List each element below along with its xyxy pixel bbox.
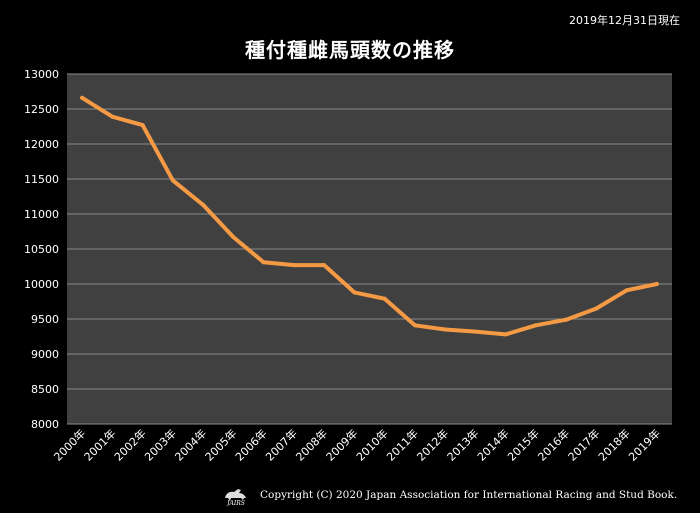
x-tick-label: 2003年 bbox=[142, 426, 179, 463]
data-point bbox=[322, 263, 327, 268]
svg-text:JAIRS: JAIRS bbox=[225, 500, 245, 506]
data-point bbox=[382, 296, 387, 301]
data-point bbox=[110, 114, 115, 119]
x-tick-label: 2017年 bbox=[565, 426, 602, 463]
data-point bbox=[503, 332, 508, 337]
y-tick-label: 13000 bbox=[24, 68, 59, 81]
y-tick-label: 10500 bbox=[24, 243, 59, 256]
y-tick-label: 12000 bbox=[24, 138, 59, 151]
y-tick-label: 11000 bbox=[24, 208, 59, 221]
data-point bbox=[80, 95, 85, 100]
footer: JAIRS Copyright (C) 2020 Japan Associati… bbox=[220, 484, 678, 507]
x-tick-label: 2002年 bbox=[111, 426, 148, 463]
x-tick-label: 2013年 bbox=[444, 426, 481, 463]
data-point bbox=[352, 290, 357, 295]
x-tick-label: 2015年 bbox=[505, 426, 542, 463]
data-point bbox=[291, 263, 296, 268]
y-tick-label: 9000 bbox=[31, 348, 59, 361]
x-axis-labels: 2000年2001年2002年2003年2004年2005年2006年2007年… bbox=[51, 426, 663, 463]
y-axis-labels: 8000 8500 9000 9500 10000 10500 11000 11500 1200… bbox=[24, 68, 59, 431]
x-tick-label: 2012年 bbox=[414, 426, 451, 463]
x-tick-label: 2005年 bbox=[202, 426, 239, 463]
y-tick-label: 8000 bbox=[31, 418, 59, 431]
data-point bbox=[624, 288, 629, 293]
data-point bbox=[170, 178, 175, 183]
data-point bbox=[140, 123, 145, 128]
x-tick-label: 2000年 bbox=[51, 426, 88, 463]
data-point bbox=[201, 202, 206, 207]
x-tick-label: 2001年 bbox=[81, 426, 118, 463]
data-point bbox=[473, 329, 478, 334]
x-tick-label: 2009年 bbox=[323, 426, 360, 463]
copyright-text: Copyright (C) 2020 Japan Association for… bbox=[260, 489, 678, 501]
chart-title: 種付種雌馬頭数の推移 bbox=[245, 38, 455, 62]
x-tick-label: 2008年 bbox=[293, 426, 330, 463]
data-point bbox=[654, 282, 659, 286]
data-point bbox=[261, 260, 266, 265]
data-point bbox=[594, 306, 599, 311]
x-tick-label: 2007年 bbox=[263, 426, 300, 463]
x-tick-label: 2004年 bbox=[172, 426, 209, 463]
series-group bbox=[80, 95, 659, 337]
x-tick-label: 2014年 bbox=[474, 426, 511, 463]
x-tick-label: 2018年 bbox=[595, 426, 632, 463]
gridlines bbox=[67, 73, 672, 425]
y-tick-label: 8500 bbox=[31, 383, 59, 396]
x-tick-label: 2019年 bbox=[626, 426, 663, 463]
y-tick-label: 12500 bbox=[24, 103, 59, 116]
jairs-logo: JAIRS bbox=[220, 484, 252, 507]
x-tick-label: 2006年 bbox=[232, 426, 269, 463]
y-tick-label: 9500 bbox=[31, 313, 59, 326]
data-point bbox=[412, 323, 417, 328]
data-point bbox=[564, 317, 569, 322]
data-point bbox=[443, 327, 448, 332]
y-tick-label: 10000 bbox=[24, 278, 59, 291]
y-tick-label: 11500 bbox=[24, 173, 59, 186]
data-point bbox=[231, 235, 236, 240]
x-tick-label: 2011年 bbox=[384, 426, 421, 463]
series-line bbox=[80, 95, 659, 337]
x-tick-label: 2010年 bbox=[353, 426, 390, 463]
as-of-date: 2019年12月31日現在 bbox=[569, 14, 680, 27]
data-point bbox=[533, 323, 538, 328]
x-tick-label: 2016年 bbox=[535, 426, 572, 463]
